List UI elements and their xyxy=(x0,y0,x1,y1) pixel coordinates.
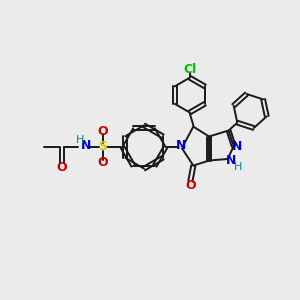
Text: O: O xyxy=(98,125,108,138)
Text: H: H xyxy=(234,162,242,172)
Text: H: H xyxy=(76,135,84,146)
Text: S: S xyxy=(98,140,107,154)
Text: Cl: Cl xyxy=(183,63,196,76)
Text: N: N xyxy=(226,154,236,167)
Text: O: O xyxy=(185,179,196,192)
Text: N: N xyxy=(81,139,91,152)
Text: N: N xyxy=(232,140,242,153)
Text: O: O xyxy=(56,160,67,174)
Text: N: N xyxy=(176,139,186,152)
Text: O: O xyxy=(98,156,108,169)
